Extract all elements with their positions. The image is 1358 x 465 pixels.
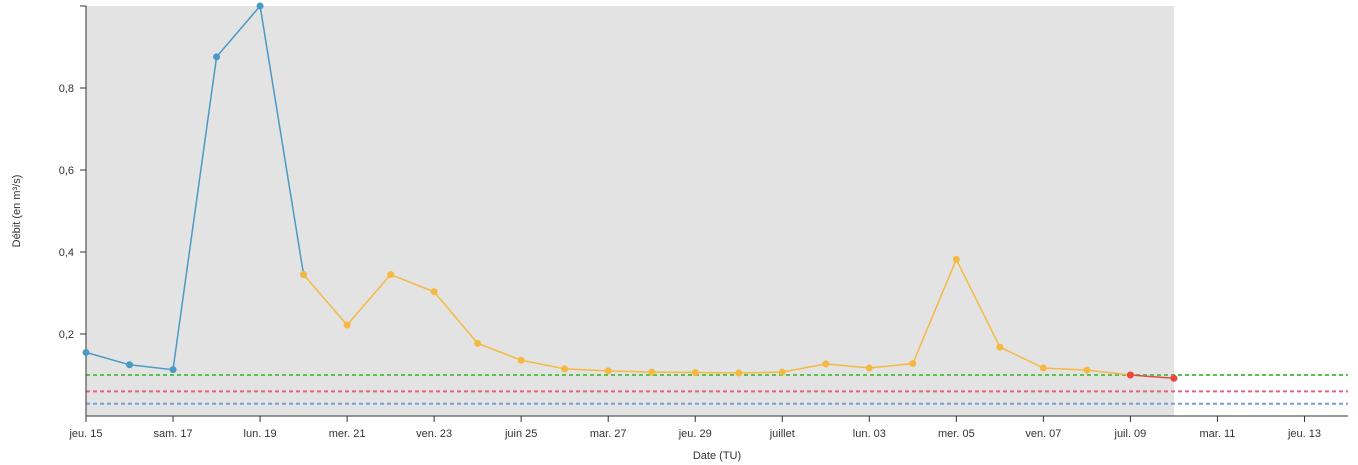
data-point [517, 356, 525, 364]
x-tick-label: mar. 11 [1200, 428, 1236, 440]
data-point [735, 369, 743, 377]
x-tick-label: ven. 23 [416, 428, 452, 440]
x-tick-label: juil. 09 [1114, 428, 1147, 440]
y-tick-label: 0,2 [59, 329, 74, 341]
data-point [343, 321, 351, 329]
y-axis-title: Débit (en m³/s) [11, 175, 23, 248]
series-line [85, 4, 305, 371]
data-point [126, 361, 134, 369]
data-point [1126, 371, 1134, 379]
data-point [213, 53, 221, 61]
x-tick-label: sam. 17 [153, 428, 192, 440]
data-point [604, 367, 612, 375]
y-tick-label: 0,4 [59, 247, 74, 259]
data-point [996, 343, 1004, 351]
series-line [1130, 374, 1174, 380]
data-point [1083, 366, 1091, 374]
series-line [303, 257, 1131, 376]
data-point [256, 2, 264, 10]
data-point [952, 255, 960, 263]
data-point [474, 339, 482, 347]
series-group [82, 2, 1178, 382]
data-point [691, 369, 699, 377]
data-point [300, 271, 308, 279]
data-point [561, 365, 569, 373]
data-point [822, 360, 830, 368]
plot-shaded-period [86, 6, 1174, 416]
x-tick-label: mer. 21 [329, 428, 366, 440]
data-point [430, 288, 438, 296]
data-point [1170, 374, 1178, 382]
data-point [169, 366, 177, 374]
x-tick-label: jeu. 29 [678, 428, 712, 440]
x-axis-title: Date (TU) [693, 450, 741, 462]
x-axis: jeu. 15 sam. 17 lun. 19 mer. 21 ven. 23 juin … [68, 415, 1348, 440]
y-tick-label: 0,8 [59, 83, 74, 95]
x-tick-label: lun. 03 [853, 428, 886, 440]
data-point [648, 368, 656, 376]
x-tick-label: ven. 07 [1025, 428, 1061, 440]
data-point [82, 348, 90, 356]
data-point [778, 368, 786, 376]
data-point [865, 364, 873, 372]
data-point [1039, 364, 1047, 372]
y-axis: 0,2 0,4 0,6 0,8 [59, 5, 87, 416]
x-tick-label: jeu. 15 [68, 428, 102, 440]
x-tick-label: jeu. 13 [1287, 428, 1321, 440]
y-tick-label: 0,6 [59, 165, 74, 177]
x-tick-label: mer. 05 [938, 428, 975, 440]
x-tick-label: juin 25 [504, 428, 537, 440]
data-point [909, 360, 917, 368]
x-tick-label: lun. 19 [244, 428, 277, 440]
data-point [387, 271, 395, 279]
x-tick-label: mar. 27 [590, 428, 627, 440]
x-tick-label: juillet [769, 428, 795, 440]
